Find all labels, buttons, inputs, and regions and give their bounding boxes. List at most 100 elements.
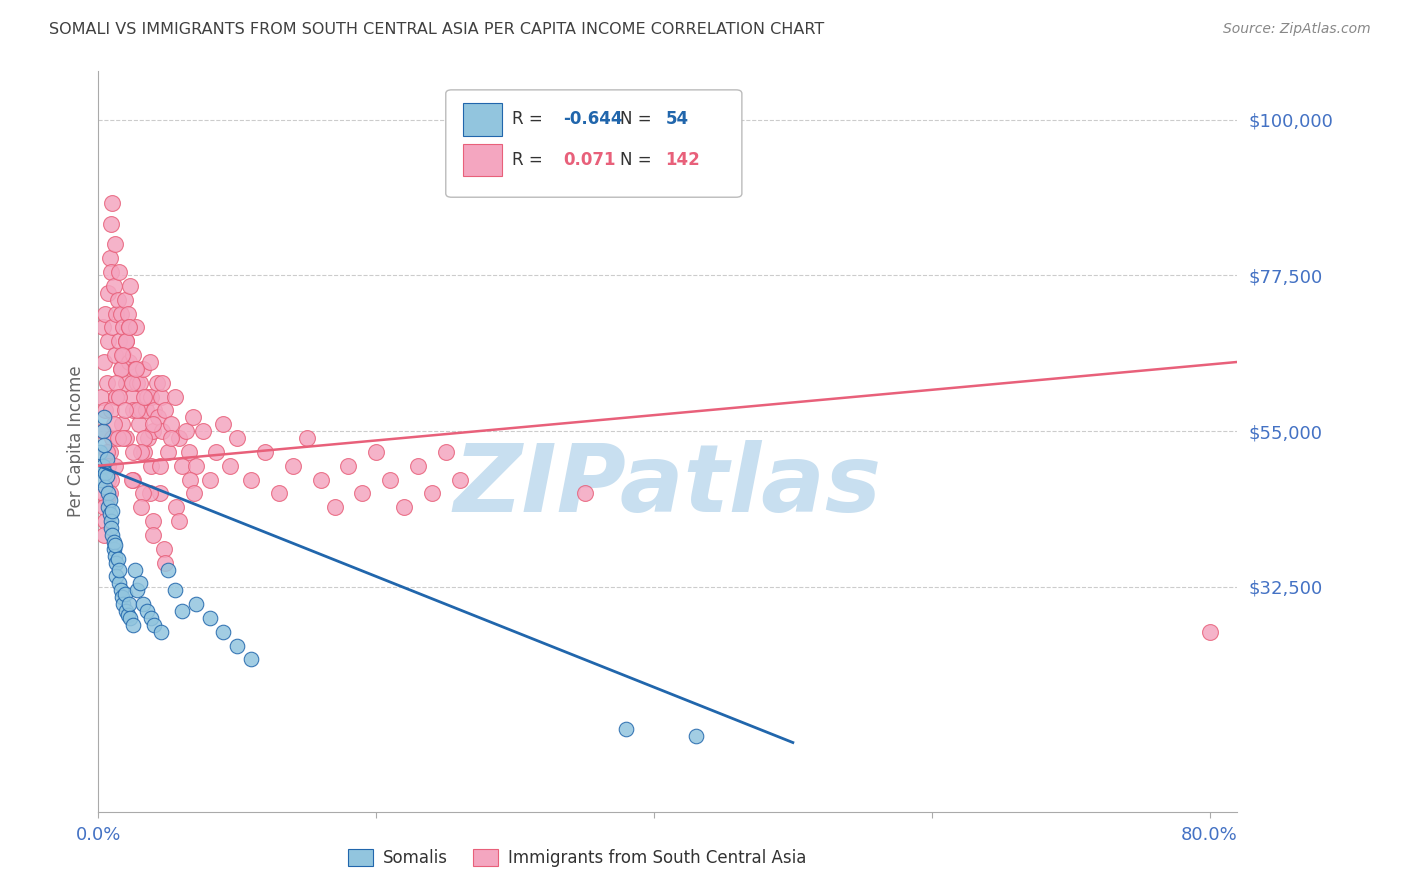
Point xyxy=(101,195,124,210)
Point xyxy=(125,362,148,376)
Point xyxy=(90,473,112,487)
Point xyxy=(420,486,443,500)
Point xyxy=(101,320,124,334)
Point xyxy=(378,473,401,487)
Point xyxy=(1198,624,1220,639)
Point xyxy=(156,563,179,577)
Point xyxy=(134,390,156,404)
Point xyxy=(94,466,117,480)
FancyBboxPatch shape xyxy=(463,103,502,136)
Point xyxy=(105,376,128,390)
Point xyxy=(90,390,112,404)
Point xyxy=(614,722,637,736)
Point xyxy=(131,500,153,515)
Point xyxy=(91,320,114,334)
Text: 54: 54 xyxy=(665,110,689,128)
Point xyxy=(112,348,135,362)
Point xyxy=(149,390,172,404)
Point xyxy=(165,500,187,515)
Point xyxy=(128,417,150,432)
Point xyxy=(101,431,124,445)
Point xyxy=(91,424,114,438)
Point xyxy=(115,376,138,390)
Point xyxy=(105,390,128,404)
Point xyxy=(115,431,138,445)
Point xyxy=(163,583,186,598)
Point xyxy=(191,424,214,438)
Point xyxy=(98,507,121,521)
Point xyxy=(309,473,332,487)
Point xyxy=(93,355,115,369)
Point xyxy=(240,652,263,666)
Point xyxy=(136,604,159,618)
Point xyxy=(105,569,128,583)
FancyBboxPatch shape xyxy=(446,90,742,197)
Point xyxy=(153,556,176,570)
Point xyxy=(121,473,143,487)
Point xyxy=(125,320,148,334)
Point xyxy=(121,390,143,404)
Point xyxy=(100,217,122,231)
Point xyxy=(108,563,131,577)
Point xyxy=(337,458,360,473)
Point xyxy=(406,458,429,473)
Point xyxy=(96,445,118,459)
Point xyxy=(97,285,120,300)
Point xyxy=(226,431,249,445)
Point xyxy=(142,417,165,432)
Point xyxy=(267,486,290,500)
Point xyxy=(141,611,163,625)
Point xyxy=(163,390,186,404)
Point xyxy=(434,445,457,459)
Point xyxy=(149,624,172,639)
Point xyxy=(142,528,165,542)
Point xyxy=(103,417,125,432)
Point xyxy=(110,362,132,376)
Point xyxy=(94,479,117,493)
Point xyxy=(146,410,169,425)
Point xyxy=(142,424,165,438)
Point xyxy=(152,541,174,556)
Point xyxy=(139,355,162,369)
Text: SOMALI VS IMMIGRANTS FROM SOUTH CENTRAL ASIA PER CAPITA INCOME CORRELATION CHART: SOMALI VS IMMIGRANTS FROM SOUTH CENTRAL … xyxy=(49,22,824,37)
Point xyxy=(100,521,122,535)
Point xyxy=(143,403,166,417)
Point xyxy=(101,504,124,518)
Point xyxy=(122,445,145,459)
Point xyxy=(212,417,235,432)
Point xyxy=(111,348,134,362)
Point xyxy=(212,624,235,639)
Point xyxy=(98,486,121,500)
Point xyxy=(112,597,135,611)
Point xyxy=(184,458,207,473)
Point xyxy=(127,376,149,390)
Text: Source: ZipAtlas.com: Source: ZipAtlas.com xyxy=(1223,22,1371,37)
Point xyxy=(104,237,127,252)
Point xyxy=(114,587,136,601)
Point xyxy=(111,591,134,605)
Point xyxy=(177,445,200,459)
Point xyxy=(132,362,155,376)
Point xyxy=(145,376,167,390)
Point xyxy=(141,458,163,473)
Point xyxy=(96,493,118,508)
Point xyxy=(170,458,193,473)
Point xyxy=(184,597,207,611)
Point xyxy=(105,306,128,320)
Point xyxy=(132,597,155,611)
Point xyxy=(281,458,304,473)
Point xyxy=(101,528,124,542)
Point xyxy=(100,514,122,528)
Y-axis label: Per Capita Income: Per Capita Income xyxy=(67,366,86,517)
Point xyxy=(148,486,170,500)
Point xyxy=(153,403,176,417)
Point xyxy=(120,278,142,293)
Point xyxy=(352,486,374,500)
Point xyxy=(104,538,127,552)
Point xyxy=(254,445,277,459)
Point xyxy=(115,334,138,349)
Point xyxy=(91,458,114,473)
Point xyxy=(132,486,155,500)
Point xyxy=(159,431,181,445)
Point xyxy=(118,320,141,334)
